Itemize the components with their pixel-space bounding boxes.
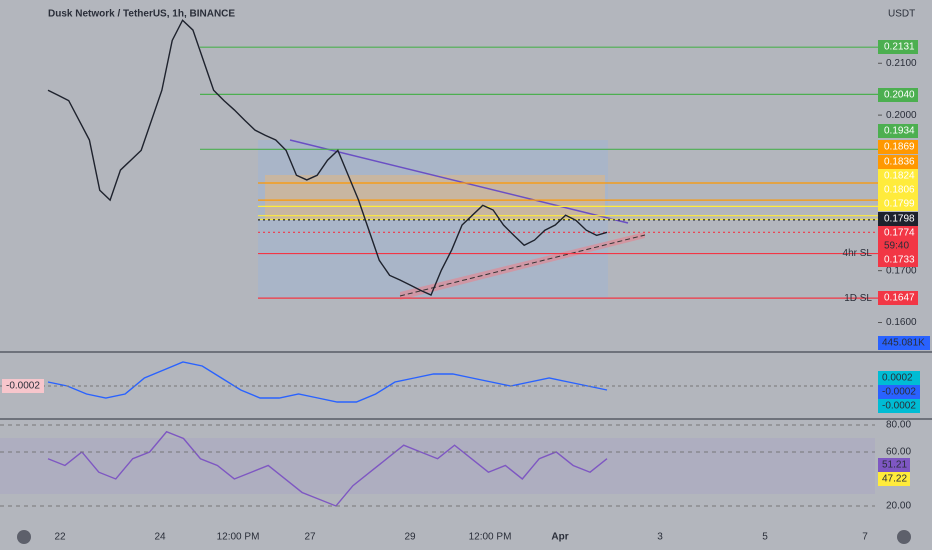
badge-bg — [878, 40, 918, 54]
rsi-badge: 47.22 — [882, 474, 907, 485]
macd-badge: -0.0002 — [882, 401, 916, 412]
rsi-badge: 51.21 — [882, 460, 907, 471]
macd-badge: -0.0002 — [882, 387, 916, 398]
line-note: 4hr SL — [843, 248, 873, 259]
x-tick-label: 24 — [154, 532, 166, 543]
badge-bg — [878, 140, 918, 154]
badge-bg — [878, 155, 918, 169]
channel — [400, 232, 645, 300]
badge-label: 0.1799 — [884, 199, 915, 210]
channel-midline — [399, 234, 646, 297]
y-tick-label: 60.00 — [886, 447, 911, 458]
macd-badge-bg — [878, 399, 920, 413]
badge-bg — [878, 253, 918, 267]
price-badge: 0.2131 — [878, 40, 918, 54]
badge-bg — [878, 124, 918, 138]
badge-label: 0.2131 — [884, 42, 915, 53]
price-badge: 0.1836 — [878, 155, 918, 169]
badge-label: 0.1836 — [884, 157, 915, 168]
price-badge: 0.1647 — [878, 291, 918, 305]
badge-bg — [878, 197, 918, 211]
badge-label: 0.1647 — [884, 293, 915, 304]
rsi-badge-bg — [878, 472, 910, 486]
badge-label: 0.1869 — [884, 142, 915, 153]
x-tick-label: 3 — [657, 532, 663, 543]
y-tick-label: 20.00 — [886, 501, 911, 512]
macd-badge-bg — [878, 385, 920, 399]
chart-title: Dusk Network / TetherUS, 1h, BINANCE — [48, 9, 235, 20]
badge-bg — [878, 212, 918, 226]
price-badge: 0.1824 — [878, 169, 918, 183]
badge-bg — [878, 88, 918, 102]
countdown: 59:40 — [884, 241, 909, 252]
trendline — [289, 139, 629, 224]
x-tick-label: 22 — [54, 532, 66, 543]
price-badge: 0.1869 — [878, 140, 918, 154]
badge-label: 0.1934 — [884, 126, 915, 137]
badge-bg — [878, 183, 918, 197]
x-tick-label: 29 — [404, 532, 416, 543]
badge-label: 0.1798 — [884, 214, 915, 225]
badge-bg — [878, 169, 918, 183]
volume-bg — [878, 336, 930, 350]
price-badge: 0.1774 — [878, 226, 918, 240]
price-badge: 0.1934 — [878, 124, 918, 138]
x-tick-label: 27 — [304, 532, 316, 543]
y-tick-label: 0.2100 — [886, 58, 917, 69]
series-line — [47, 361, 608, 403]
price-badge: 0.1799 — [878, 197, 918, 211]
scroll-button[interactable] — [897, 530, 911, 544]
rsi-badge-bg — [878, 458, 910, 472]
price-badge: 0.1806 — [878, 183, 918, 197]
macd-badge-bg — [878, 371, 920, 385]
price-badge: 0.2040 — [878, 88, 918, 102]
series-line — [47, 19, 608, 296]
y-tick-label: 0.2000 — [886, 110, 917, 121]
x-tick-label: 7 — [862, 532, 868, 543]
badge-label: 0.2040 — [884, 90, 915, 101]
supply-zone — [265, 175, 605, 220]
y-tick-label: 0.1600 — [886, 317, 917, 328]
x-tick-label: 12:00 PM — [217, 532, 260, 543]
x-tick-label: Apr — [551, 532, 568, 543]
rsi-band — [0, 438, 875, 494]
y-tick-label: 80.00 — [886, 420, 911, 431]
macd-left-label: -0.0002 — [6, 381, 40, 392]
line-note: 1D SL — [844, 293, 872, 304]
badge-bg — [878, 226, 918, 240]
badge-label: 0.1824 — [884, 171, 915, 182]
badge-label: 0.1733 — [884, 255, 915, 266]
price-badge: 0.1798 — [878, 212, 918, 226]
y-tick-label: 0.1700 — [886, 265, 917, 276]
volume-label: 445.081K — [882, 338, 925, 349]
macd-left-bg — [2, 379, 44, 393]
currency: USDT — [888, 9, 915, 20]
badge-bg — [878, 291, 918, 305]
countdown-bg — [878, 239, 918, 253]
x-tick-label: 5 — [762, 532, 768, 543]
price-badge: 0.1733 — [878, 253, 918, 267]
macd-badge: 0.0002 — [882, 373, 913, 384]
series-line — [47, 430, 608, 507]
x-tick-label: 12:00 PM — [469, 532, 512, 543]
badge-label: 0.1806 — [884, 185, 915, 196]
scroll-button[interactable] — [17, 530, 31, 544]
badge-label: 0.1774 — [884, 228, 915, 239]
